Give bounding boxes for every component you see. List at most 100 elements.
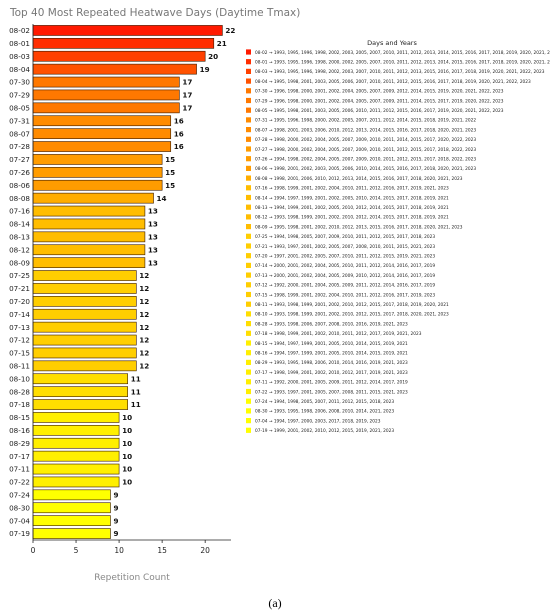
bar-07-25 — [32, 270, 137, 281]
value-label: 22 — [225, 26, 235, 35]
bars-layer — [32, 25, 223, 539]
value-label: 9 — [113, 516, 118, 525]
bar-07-14 — [32, 308, 137, 320]
value-label: 19 — [200, 65, 210, 74]
category-label: 08-08 — [9, 194, 30, 203]
legend-swatch — [246, 68, 251, 74]
legend-entry: 07-12 → 1992, 2000, 2001, 2004, 2005, 20… — [255, 283, 435, 289]
legend-swatch — [246, 291, 251, 298]
legend-swatch — [246, 359, 251, 365]
legend-swatch — [246, 59, 251, 65]
category-label: 08-06 — [9, 181, 30, 190]
legend-swatch — [246, 97, 251, 104]
legend-entry: 08-11 → 1993, 1998, 1999, 2001, 2002, 20… — [255, 302, 449, 308]
value-label: 13 — [148, 207, 158, 216]
legend-swatch — [246, 350, 251, 356]
legend-swatch — [246, 224, 251, 230]
category-label: 07-04 — [9, 516, 30, 525]
bar-07-22 — [32, 476, 120, 488]
category-label: 07-26 — [9, 168, 30, 177]
bar-07-19 — [32, 528, 111, 539]
legend-swatch — [246, 194, 251, 201]
category-label: 07-24 — [9, 490, 30, 499]
legend-entry: 07-27 → 1998, 2000, 2002, 2004, 2005, 20… — [255, 147, 476, 153]
value-label: 15 — [165, 155, 175, 164]
legend-entry: 07-30 → 1996, 1998, 2000, 2001, 2002, 20… — [255, 89, 504, 95]
legend-entry: 07-26 → 1994, 1998, 2002, 2004, 2005, 20… — [255, 157, 476, 163]
category-label: 07-29 — [9, 91, 30, 100]
bar-07-20 — [32, 296, 137, 307]
legend-entry: 08-16 → 1994, 1997, 1999, 2001, 2005, 20… — [255, 351, 408, 357]
legend-swatch — [246, 175, 251, 181]
legend-swatch — [246, 243, 251, 249]
category-label: 08-28 — [9, 387, 30, 396]
value-label: 17 — [182, 103, 192, 112]
bar-08-04 — [32, 63, 197, 75]
bar-07-15 — [32, 347, 137, 359]
x-axis-label: Repetition Count — [94, 573, 170, 583]
category-label: 07-15 — [9, 349, 30, 358]
value-label: 12 — [139, 336, 149, 345]
bar-07-26 — [32, 167, 163, 178]
legend-entry: 07-16 → 1998, 1999, 2001, 2002, 2004, 20… — [255, 186, 449, 192]
x-tick-label: 20 — [200, 546, 210, 555]
bar-07-17 — [32, 450, 120, 462]
legend-entry: 08-06 → 1998, 2001, 2002, 2003, 2005, 20… — [255, 166, 476, 172]
value-label: 13 — [148, 258, 158, 267]
bar-07-21 — [32, 283, 137, 294]
category-label: 08-16 — [9, 426, 30, 435]
value-label: 12 — [139, 297, 149, 306]
category-label: 08-07 — [9, 129, 30, 138]
legend-swatch — [246, 379, 251, 385]
legend-entry: 07-19 → 1999, 2001, 2002, 2010, 2012, 20… — [255, 428, 394, 434]
bar-07-27 — [32, 154, 163, 165]
legend-entry: 07-18 → 1998, 1999, 2001, 2002, 2010, 20… — [255, 331, 422, 337]
legend-entry: 08-30 → 1993, 1995, 1998, 2006, 2008, 20… — [255, 409, 394, 415]
category-label: 08-05 — [9, 103, 30, 112]
bar-08-16 — [32, 425, 120, 436]
value-label: 10 — [122, 413, 132, 422]
value-label: 13 — [148, 220, 158, 229]
legend-swatch — [246, 214, 251, 220]
legend-entry: 07-11 → 1992, 2000, 2001, 2005, 2009, 20… — [255, 380, 408, 386]
value-label: 16 — [174, 142, 184, 151]
category-label: 07-21 — [9, 284, 30, 293]
category-label: 08-29 — [9, 439, 30, 448]
bar-07-28 — [32, 141, 172, 152]
value-label: 13 — [148, 232, 158, 241]
legend-swatch — [246, 301, 251, 307]
category-label: 07-11 — [9, 465, 30, 474]
legend-swatch — [246, 340, 251, 346]
bar-08-02 — [32, 25, 223, 36]
bar-07-30 — [32, 76, 180, 88]
legend-entry: 08-29 → 1993, 1995, 1998, 2006, 2010, 20… — [255, 360, 408, 366]
bar-08-03 — [32, 50, 206, 62]
category-label: 08-03 — [9, 52, 30, 61]
x-tick-label: 15 — [157, 546, 167, 555]
category-label: 07-20 — [9, 297, 30, 306]
legend-entry: 08-03 → 1993, 1995, 1996, 1998, 2002, 20… — [255, 69, 545, 75]
legend-entry: 08-13 → 1994, 1999, 2001, 2002, 2005, 20… — [255, 205, 449, 211]
legend-swatch — [246, 107, 251, 113]
category-label: 08-04 — [9, 65, 30, 74]
bar-08-13 — [32, 231, 146, 243]
bar-07-18 — [32, 399, 128, 410]
axes: 0 5 10 15 20 — [31, 24, 231, 555]
legend-entry: 08-02 → 1993, 1995, 1996, 1998, 2002, 20… — [255, 50, 550, 56]
bar-08-09 — [32, 257, 146, 268]
chart-title: Top 40 Most Repeated Heatwave Days (Dayt… — [9, 7, 300, 19]
value-label: 15 — [165, 181, 175, 190]
legend-entry: 07-13 → 2000, 2001, 2002, 2004, 2005, 20… — [255, 273, 435, 279]
x-tick-label: 0 — [31, 546, 36, 555]
category-label: 07-17 — [9, 452, 30, 461]
category-label: 07-13 — [9, 323, 30, 332]
value-label: 12 — [139, 361, 149, 370]
legend-swatch — [246, 253, 251, 259]
value-label: 12 — [139, 310, 149, 319]
legend-entry: 07-15 → 1998, 1999, 2001, 2002, 2004, 20… — [255, 292, 435, 298]
value-label: 14 — [157, 194, 167, 203]
value-label: 9 — [113, 490, 118, 499]
category-label: 07-16 — [9, 207, 30, 216]
bar-08-11 — [32, 360, 137, 372]
